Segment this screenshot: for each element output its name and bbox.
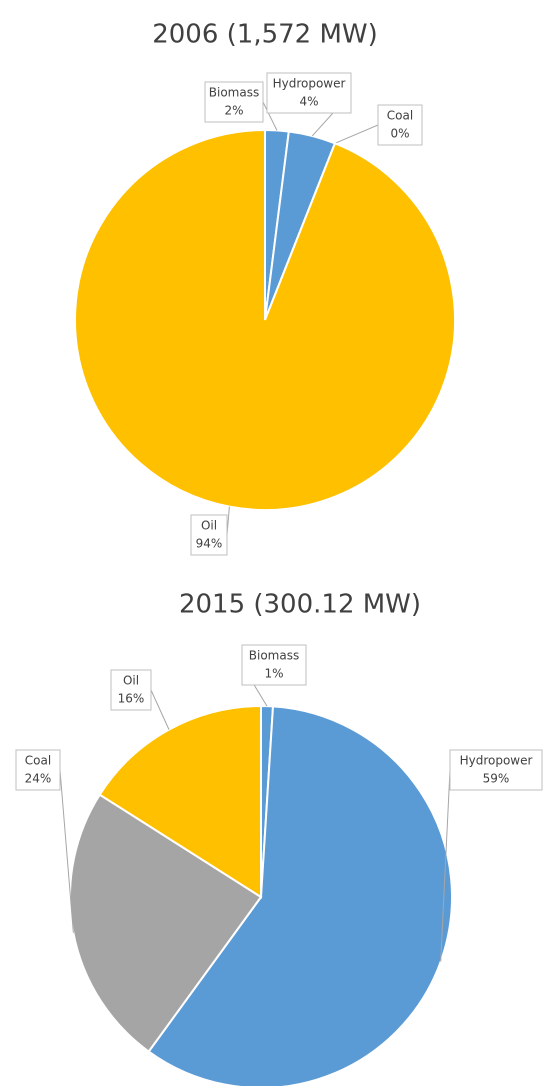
leader-line (334, 124, 379, 144)
pie-slice (98, 704, 262, 899)
label-name: Biomass (209, 86, 259, 100)
label-box (190, 514, 228, 556)
label-value: 59% (483, 772, 510, 786)
leader-line (440, 769, 451, 962)
label-value: 16% (118, 692, 145, 706)
label-box (377, 104, 423, 146)
label-name: Hydropower (460, 754, 533, 768)
label-value: 94% (196, 537, 223, 551)
pie-slice (74, 128, 456, 511)
leader-line (150, 689, 170, 730)
leader-line (59, 769, 74, 933)
label-box (449, 749, 543, 791)
pie-slice (147, 705, 453, 1086)
label-name: Coal (25, 754, 51, 768)
label-box (266, 72, 352, 114)
leader-line (262, 101, 278, 131)
label-name: Biomass (249, 649, 299, 663)
label-box (15, 749, 61, 791)
label-name: Oil (201, 519, 217, 533)
label-box (204, 81, 264, 123)
label-value: 0% (390, 127, 409, 141)
label-value: 24% (25, 772, 52, 786)
label-name: Coal (387, 109, 413, 123)
label-value: 1% (264, 667, 283, 681)
label-value: 4% (299, 95, 318, 109)
label-box (110, 669, 152, 711)
label-name: Oil (123, 674, 139, 688)
label-box (241, 644, 307, 686)
chart-title: 2006 (1,572 MW) (152, 20, 378, 50)
chart-title: 2015 (300.12 MW) (179, 590, 421, 620)
label-name: Hydropower (273, 77, 346, 91)
label-value: 2% (224, 104, 243, 118)
